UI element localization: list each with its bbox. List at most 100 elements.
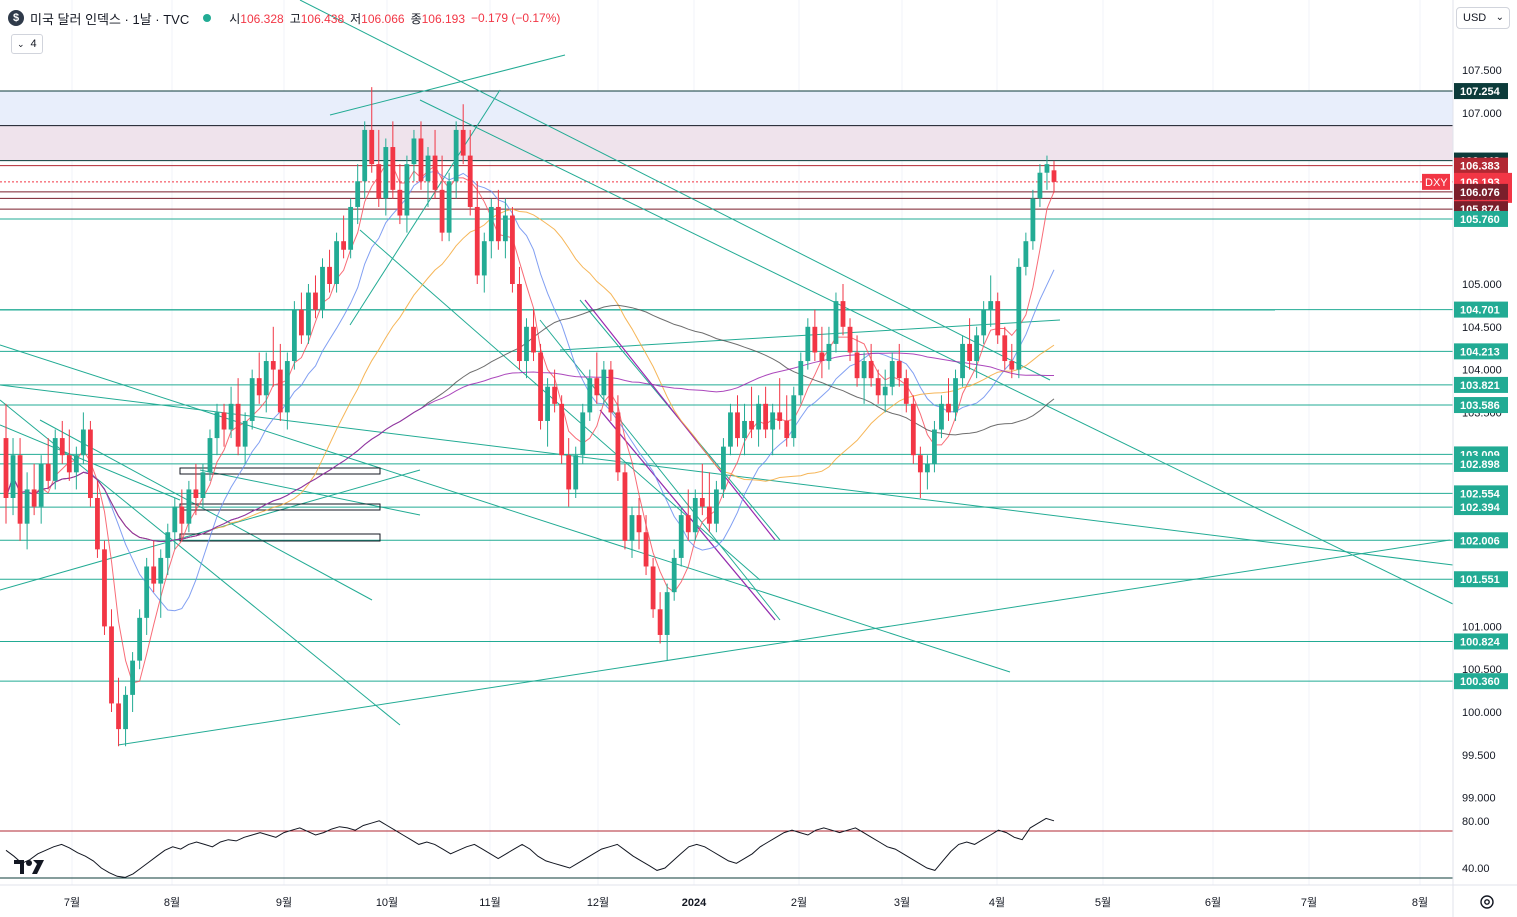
price-label-box	[1454, 301, 1508, 318]
tradingview-logo-icon[interactable]	[14, 858, 44, 876]
symbol-title[interactable]: 미국 달러 인덱스 · 1날 · TVC	[30, 11, 190, 27]
moving-average-line	[5, 208, 1055, 543]
candle-body	[73, 455, 79, 473]
price-label: 100.360	[1460, 676, 1500, 688]
candle-body	[721, 446, 726, 490]
candle-body	[348, 206, 354, 250]
candle-body	[397, 189, 403, 216]
time-tick-label: 8월	[1412, 896, 1428, 909]
candle-body	[510, 215, 515, 284]
candle-body	[256, 378, 262, 396]
time-tick-label: 7월	[1301, 896, 1317, 909]
candle-body	[45, 463, 51, 481]
price-label: 100.824	[1460, 636, 1501, 648]
time-tick-label: 2월	[791, 896, 807, 909]
candle-body	[369, 129, 375, 165]
moving-average-line	[5, 304, 1055, 543]
price-label: 103.586	[1460, 400, 1500, 412]
rsi-tick-label: 80.00	[1462, 816, 1490, 828]
trendline	[0, 344, 1011, 673]
time-tick-label: 12월	[587, 896, 609, 909]
price-label: 106.076	[1460, 187, 1500, 199]
candle-body	[946, 403, 951, 413]
candle-body	[235, 403, 241, 447]
price-label-box	[1454, 633, 1508, 650]
high-value: 고106.438	[289, 11, 345, 26]
candle-body	[685, 515, 691, 533]
candle-body	[854, 352, 860, 379]
candle-body	[193, 489, 199, 498]
candle-body	[650, 566, 656, 610]
indicator-toggle-button[interactable]: ⌄ 4	[11, 34, 43, 54]
change-value: −0.179 (−0.17%)	[471, 11, 561, 25]
candle-body	[1044, 164, 1050, 173]
price-label-box	[1454, 455, 1508, 472]
price-label-box	[1454, 397, 1508, 414]
currency-select[interactable]: USD ⌄	[1456, 7, 1510, 29]
candle-body	[66, 455, 72, 473]
candle-body	[151, 566, 157, 584]
price-label: 102.898	[1460, 459, 1500, 471]
price-label: 104.701	[1460, 305, 1500, 317]
candle-body	[524, 326, 529, 362]
candle-body	[460, 129, 466, 156]
candle-body	[995, 301, 1001, 336]
candle-body	[376, 164, 382, 199]
price-label-box	[1454, 210, 1508, 227]
time-tick-label: 6월	[1205, 896, 1221, 909]
candle-body	[24, 489, 30, 524]
trendline	[117, 539, 1451, 746]
candle-body	[242, 420, 248, 447]
currency-value: USD	[1463, 12, 1487, 24]
candle-body	[840, 301, 846, 327]
candle-body	[1016, 266, 1022, 370]
candle-body	[924, 463, 930, 473]
price-label-box	[1454, 485, 1508, 502]
candle-body	[186, 489, 192, 524]
candle-body	[200, 472, 206, 498]
candle-body	[474, 206, 480, 276]
time-tick-label: 9월	[276, 896, 292, 909]
price-label: 103.821	[1460, 380, 1500, 392]
candle-body	[102, 549, 107, 627]
price-label-box	[1454, 83, 1508, 100]
candle-body	[692, 498, 698, 533]
candle-body	[17, 455, 23, 524]
candle-body	[875, 378, 881, 396]
price-tick-label: 99.000	[1462, 793, 1496, 805]
candle-body	[566, 455, 572, 490]
price-label: 105.760	[1460, 214, 1500, 226]
indicator-count: 4	[30, 38, 37, 50]
candle-body	[678, 515, 684, 558]
candle-body	[291, 309, 297, 362]
horizontal-levels	[0, 90, 1453, 682]
candle-body	[643, 532, 649, 567]
price-label: 104.213	[1460, 346, 1500, 358]
candle-body	[791, 395, 797, 439]
dollar-coin-icon: $	[8, 10, 24, 26]
candle-body	[889, 361, 895, 387]
price-tick-label: 105.000	[1462, 279, 1502, 291]
price-label: 107.254	[1460, 86, 1501, 98]
candle-body	[299, 309, 304, 336]
candle-body	[882, 386, 888, 396]
price-tick-label: 107.000	[1462, 108, 1502, 120]
candle-body	[411, 138, 417, 165]
moving-average-line	[5, 170, 1055, 612]
candle-body	[270, 361, 276, 370]
candle-body	[756, 403, 761, 430]
candle-body	[214, 412, 220, 439]
gear-icon[interactable]	[1478, 893, 1496, 911]
price-label-box	[1454, 673, 1508, 690]
candle-body	[277, 369, 283, 413]
rsi-tick-label: 40.00	[1462, 863, 1490, 875]
candle-body	[559, 403, 565, 456]
candle-body	[615, 412, 621, 473]
close-value: 종106.193	[410, 11, 465, 26]
candle-body	[249, 378, 255, 421]
candle-body	[917, 455, 923, 473]
candle-body	[798, 361, 804, 396]
candle-body	[341, 241, 347, 250]
